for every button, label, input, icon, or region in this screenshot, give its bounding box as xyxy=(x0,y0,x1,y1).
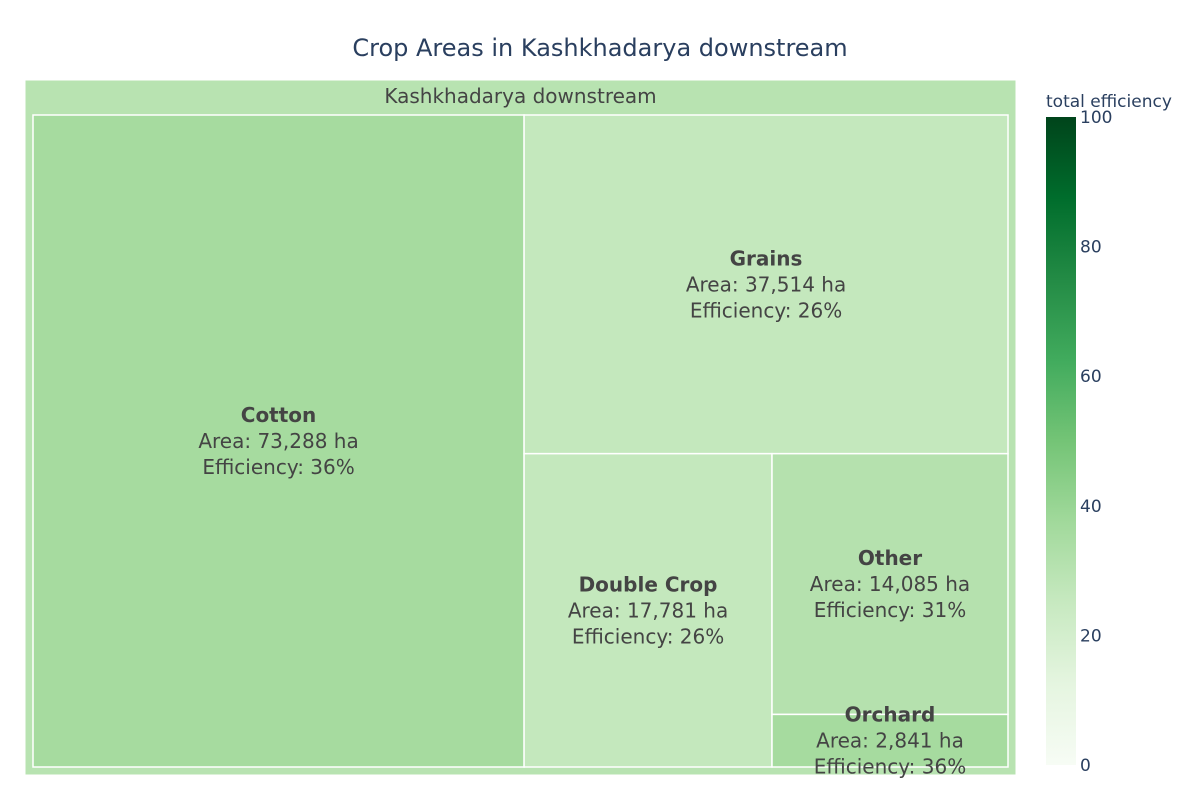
colorbar-tick-label: 20 xyxy=(1080,626,1102,646)
tile-label-orchard: Orchard xyxy=(845,702,936,726)
tile-area-cotton: Area: 73,288 ha xyxy=(198,429,358,453)
tile-area-other: Area: 14,085 ha xyxy=(810,572,970,596)
colorbar-tick-label: 60 xyxy=(1080,367,1102,387)
tile-label-other: Other xyxy=(858,546,922,570)
colorbar-tick-label: 40 xyxy=(1080,497,1102,517)
tile-area-grains: Area: 37,514 ha xyxy=(686,272,846,296)
tile-other[interactable] xyxy=(771,452,1009,716)
tile-efficiency-double-crop: Efficiency: 26% xyxy=(572,624,724,648)
colorbar-tick-label: 0 xyxy=(1080,756,1091,776)
colorbar-gradient xyxy=(1046,117,1076,765)
tile-efficiency-other: Efficiency: 31% xyxy=(814,598,966,622)
tile-efficiency-orchard: Efficiency: 36% xyxy=(814,754,966,778)
colorbar-tick-label: 80 xyxy=(1080,238,1102,258)
tile-orchard[interactable] xyxy=(771,713,1009,768)
colorbar-tick-label: 100 xyxy=(1080,108,1112,128)
tile-area-double-crop: Area: 17,781 ha xyxy=(568,598,728,622)
chart-title: Crop Areas in Kashkhadarya downstream xyxy=(352,34,847,62)
tile-label-cotton: Cotton xyxy=(241,403,317,427)
colorbar-ticks: 0 20 40 60 80 100 xyxy=(1080,108,1112,776)
tile-area-orchard: Area: 2,841 ha xyxy=(816,728,964,752)
tile-cotton[interactable] xyxy=(32,114,525,768)
colorbar-title: total efficiency xyxy=(1046,92,1172,112)
treemap-root-label: Kashkhadarya downstream xyxy=(384,84,656,108)
colorbar: total efficiency 0 20 40 60 80 100 xyxy=(1046,92,1172,776)
tile-efficiency-cotton: Efficiency: 36% xyxy=(202,455,354,479)
tile-label-double-crop: Double Crop xyxy=(579,572,718,596)
tile-grains[interactable] xyxy=(523,114,1009,455)
tile-efficiency-grains: Efficiency: 26% xyxy=(690,298,842,322)
tile-label-grains: Grains xyxy=(730,246,803,270)
tile-double-crop[interactable] xyxy=(523,452,773,768)
